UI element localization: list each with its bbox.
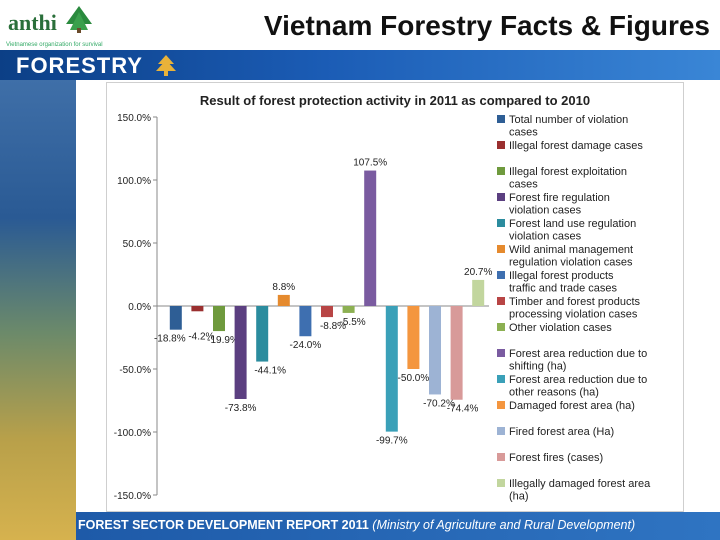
bar: [213, 306, 225, 332]
legend-entry: Timber and forest products processing vio…: [509, 296, 641, 321]
data-label: 8.8%: [272, 282, 295, 293]
y-tick-label: -150.0%: [114, 491, 151, 502]
legend-swatch: [497, 349, 505, 357]
legend-entry: Illegally damaged forest area (ha): [509, 478, 651, 503]
legend-entry: Total number of violation cases: [509, 114, 628, 139]
data-label: 20.7%: [464, 267, 492, 278]
legend-swatch: [497, 401, 505, 409]
bar: [429, 306, 441, 395]
legend-entry: Forest land use regulation violation case…: [509, 218, 636, 243]
anthi-logo: anthi Vietnamese organization for surviv…: [4, 4, 103, 48]
y-tick-label: 0.0%: [128, 302, 151, 313]
legend-entry: Forest area reduction due to shifting (ha…: [509, 348, 647, 373]
data-label: 107.5%: [353, 158, 387, 169]
bar: [407, 306, 420, 369]
side-decoration: [0, 80, 76, 540]
legend-swatch: [497, 141, 505, 149]
legend-entry: Other violation cases: [509, 322, 612, 334]
legend-entry: Wild animal management regulation violati…: [509, 244, 633, 269]
bar: [277, 294, 290, 306]
legend-swatch: [497, 323, 505, 331]
bar: [450, 306, 463, 400]
legend-swatch: [497, 167, 505, 175]
legend-entry: Forest area reduction due to other reason…: [509, 374, 647, 399]
footer-source: FOREST SECTOR DEVELOPMENT REPORT 2011 (M…: [78, 518, 635, 532]
y-tick-label: 150.0%: [117, 113, 151, 124]
data-label: -73.8%: [225, 403, 257, 414]
y-tick-label: 50.0%: [123, 239, 151, 250]
legend-swatch: [497, 219, 505, 227]
data-label: -5.5%: [340, 317, 366, 328]
forest-protection-chart: Result of forest protection activity in …: [114, 93, 651, 503]
bar: [234, 306, 247, 399]
legend-swatch: [497, 245, 505, 253]
footer-report: FOREST SECTOR DEVELOPMENT REPORT 2011: [78, 518, 369, 532]
data-label: -50.0%: [398, 373, 430, 384]
data-label: -74.4%: [447, 404, 479, 415]
bar: [299, 306, 312, 337]
data-label: -24.0%: [290, 340, 322, 351]
logo-tagline: Vietnamese organization for survival: [6, 42, 103, 48]
y-tick-label: -100.0%: [114, 428, 151, 439]
data-label: -18.8%: [154, 334, 186, 345]
bar: [191, 306, 204, 312]
bar: [385, 306, 398, 432]
data-label: -8.8%: [320, 321, 346, 332]
legend-swatch: [497, 271, 505, 279]
banner-text: FORESTRY: [16, 53, 143, 78]
legend-swatch: [497, 115, 505, 123]
data-label: -4.2%: [188, 331, 214, 342]
legend-entry: Forest fire regulation violation cases: [509, 192, 610, 217]
y-tick-label: -50.0%: [119, 365, 151, 376]
legend-swatch: [497, 375, 505, 383]
bar: [342, 306, 355, 313]
bar: [321, 306, 333, 318]
legend-swatch: [497, 479, 505, 487]
bar: [472, 279, 485, 306]
bar: [364, 170, 377, 306]
data-label: -19.9%: [207, 335, 239, 346]
legend-entry: Fired forest area (Ha): [509, 426, 614, 438]
footer-band: [76, 512, 720, 540]
chart-title: Result of forest protection activity in …: [200, 93, 590, 108]
slide-title: Vietnam Forestry Facts & Figures: [263, 10, 710, 41]
bar: [169, 306, 182, 330]
bar: [256, 306, 269, 362]
legend-swatch: [497, 297, 505, 305]
legend-entry: Forest fires (cases): [509, 452, 603, 464]
chart-frame: Result of forest protection activity in …: [106, 82, 684, 512]
data-label: -44.1%: [254, 366, 286, 377]
legend-swatch: [497, 453, 505, 461]
legend-entry: Illegal forest damage cases: [509, 140, 643, 152]
legend-entry: Illegal forest products traffic and trade…: [509, 270, 618, 295]
legend-swatch: [497, 427, 505, 435]
data-label: -99.7%: [376, 436, 408, 447]
legend-entry: Illegal forest exploitation cases: [509, 166, 627, 191]
legend-swatch: [497, 193, 505, 201]
legend-entry: Damaged forest area (ha): [509, 400, 635, 412]
logo-text: anthi: [8, 10, 57, 35]
forestry-banner: FORESTRY: [0, 50, 720, 80]
y-tick-label: 100.0%: [117, 176, 151, 187]
pine-tree-icon: [156, 55, 176, 76]
footer-ministry: (Ministry of Agriculture and Rural Devel…: [372, 518, 636, 532]
tree-logo-icon: [66, 6, 92, 33]
data-label: -70.2%: [423, 398, 455, 409]
